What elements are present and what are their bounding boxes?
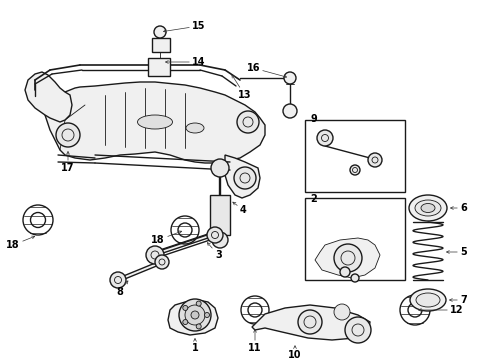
Polygon shape xyxy=(25,72,72,122)
Circle shape xyxy=(179,299,211,331)
Circle shape xyxy=(183,305,188,310)
Bar xyxy=(152,38,170,52)
Circle shape xyxy=(191,311,199,319)
Polygon shape xyxy=(225,155,260,198)
Ellipse shape xyxy=(415,200,441,216)
Circle shape xyxy=(154,26,166,38)
Circle shape xyxy=(211,159,229,177)
Text: 8: 8 xyxy=(117,281,128,297)
Text: 14: 14 xyxy=(166,57,205,67)
Ellipse shape xyxy=(409,195,447,221)
Bar xyxy=(305,120,405,192)
Text: 18: 18 xyxy=(151,231,182,245)
Circle shape xyxy=(345,317,371,343)
Circle shape xyxy=(196,324,201,329)
Circle shape xyxy=(368,153,382,167)
Circle shape xyxy=(334,304,350,320)
Text: 5: 5 xyxy=(446,247,467,257)
Circle shape xyxy=(196,301,201,306)
Text: 10: 10 xyxy=(288,346,302,360)
Text: 4: 4 xyxy=(233,202,247,215)
Circle shape xyxy=(234,167,256,189)
Ellipse shape xyxy=(186,123,204,133)
Circle shape xyxy=(155,255,169,269)
Bar xyxy=(148,58,170,76)
Circle shape xyxy=(334,244,362,272)
Circle shape xyxy=(298,310,322,334)
Polygon shape xyxy=(252,305,370,340)
Circle shape xyxy=(204,312,210,318)
Text: 3: 3 xyxy=(207,243,222,260)
Circle shape xyxy=(110,272,126,288)
Text: 6: 6 xyxy=(451,203,467,213)
Text: 11: 11 xyxy=(248,329,262,353)
Text: 17: 17 xyxy=(61,152,75,173)
Ellipse shape xyxy=(421,203,435,212)
Text: 1: 1 xyxy=(192,338,198,353)
Ellipse shape xyxy=(410,289,446,311)
Text: 2: 2 xyxy=(310,194,317,204)
Polygon shape xyxy=(315,238,380,278)
Bar xyxy=(305,198,405,280)
Circle shape xyxy=(183,320,188,325)
Circle shape xyxy=(340,267,350,277)
Circle shape xyxy=(350,165,360,175)
Polygon shape xyxy=(115,259,165,283)
Text: 15: 15 xyxy=(164,21,205,32)
Ellipse shape xyxy=(138,115,172,129)
Polygon shape xyxy=(210,195,230,235)
Text: 12: 12 xyxy=(418,305,464,315)
Text: 18: 18 xyxy=(6,236,35,250)
Circle shape xyxy=(317,130,333,146)
Circle shape xyxy=(284,72,296,84)
Circle shape xyxy=(56,123,80,147)
Polygon shape xyxy=(151,231,219,257)
Text: 16: 16 xyxy=(246,63,287,78)
Text: 7: 7 xyxy=(449,295,467,305)
Text: 9: 9 xyxy=(310,114,317,124)
Circle shape xyxy=(237,111,259,133)
Polygon shape xyxy=(168,300,218,335)
Circle shape xyxy=(185,305,205,325)
Circle shape xyxy=(351,274,359,282)
Circle shape xyxy=(146,246,164,264)
Ellipse shape xyxy=(416,293,440,307)
Polygon shape xyxy=(45,82,265,163)
Circle shape xyxy=(207,227,223,243)
Circle shape xyxy=(283,104,297,118)
Text: 13: 13 xyxy=(232,75,251,100)
Circle shape xyxy=(212,232,228,248)
